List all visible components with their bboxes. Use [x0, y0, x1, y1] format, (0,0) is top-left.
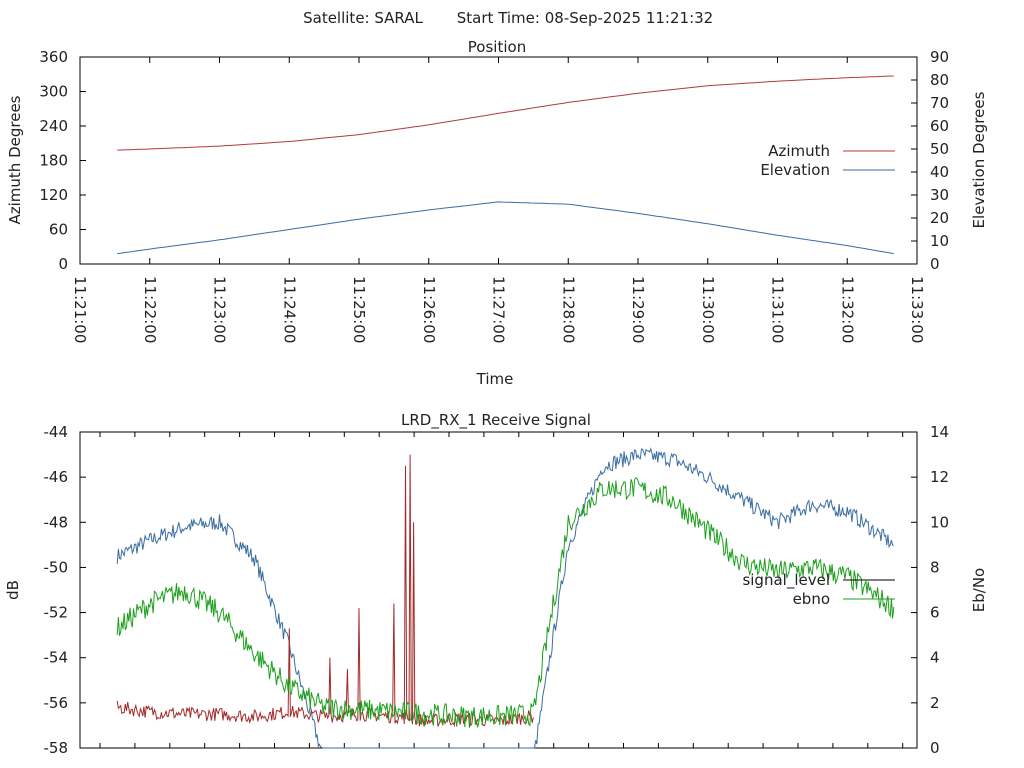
time-tick-label: 11:28:00 [559, 276, 577, 343]
azimuth-tick-label: 300 [39, 83, 68, 101]
elevation-tick-label: 90 [930, 48, 949, 66]
satellite-name: Satellite: SARAL [303, 9, 423, 27]
elevation-tick-label: 0 [930, 255, 940, 273]
time-tick-label: 11:26:00 [420, 276, 438, 343]
ebno-tick-label: 2 [930, 694, 940, 712]
ebno-tick-label: 12 [930, 468, 949, 486]
azimuth-axis-label: Azimuth Degrees [6, 95, 24, 224]
elevation-axis-label: Elevation Degrees [970, 91, 988, 228]
elevation-tick-label: 70 [930, 94, 949, 112]
azimuth-tick-label: 240 [39, 117, 68, 135]
position-chart: Position Azimuth Degrees Elevation Degre… [6, 38, 988, 388]
receive-signal-title: LRD_RX_1 Receive Signal [401, 411, 591, 430]
db-tick-label: -58 [44, 739, 69, 757]
azimuth-tick-label: 360 [39, 48, 68, 66]
azimuth-series-line [117, 75, 894, 151]
elevation-tick-label: 30 [930, 186, 949, 204]
time-tick-label: 11:30:00 [699, 276, 717, 343]
db-tick-label: -44 [44, 423, 69, 441]
time-axis-label: Time [476, 370, 514, 388]
azimuth-tick-label: 0 [58, 255, 68, 273]
ebno-tick-label: 0 [930, 739, 940, 757]
ebno-axis-label: Eb/No [970, 568, 988, 612]
ebno-tick-label: 14 [930, 423, 949, 441]
legend-label-ebno: ebno [793, 590, 830, 608]
time-tick-label: 11:25:00 [350, 276, 368, 343]
time-tick-label: 11:33:00 [908, 276, 926, 343]
time-tick-label: 11:22:00 [141, 276, 159, 343]
db-tick-label: -52 [44, 604, 69, 622]
ebno-tick-label: 6 [930, 604, 940, 622]
db-tick-label: -50 [44, 558, 69, 576]
time-tick-label: 11:29:00 [629, 276, 647, 343]
azimuth-tick-label: 180 [39, 152, 68, 170]
receive-signal-legend: signal_level ebno [742, 571, 895, 608]
elevation-tick-label: 20 [930, 209, 949, 227]
time-tick-label: 11:24:00 [280, 276, 298, 343]
ebno-tick-label: 10 [930, 513, 949, 531]
legend-label-signal-level: signal_level [742, 571, 830, 590]
elevation-tick-label: 60 [930, 117, 949, 135]
time-tick-label: 11:32:00 [838, 276, 856, 343]
time-tick-label: 11:31:00 [769, 276, 787, 343]
db-tick-label: -46 [44, 468, 69, 486]
db-tick-label: -56 [44, 694, 69, 712]
elevation-tick-label: 10 [930, 232, 949, 250]
legend-label-elevation: Elevation [760, 161, 830, 179]
azimuth-tick-label: 120 [39, 186, 68, 204]
signal-level-series-line [116, 447, 894, 749]
time-tick-label: 11:21:00 [71, 276, 89, 343]
position-legend: Azimuth Elevation [760, 142, 895, 179]
ebno-tick-label: 4 [930, 649, 940, 667]
azimuth-tick-label: 60 [49, 221, 68, 239]
db-axis-label: dB [4, 580, 22, 600]
elevation-series-line [117, 201, 894, 255]
ebno-tick-label: 8 [930, 558, 940, 576]
time-tick-label: 11:27:00 [490, 276, 508, 343]
start-time: Start Time: 08-Sep-2025 11:21:32 [457, 9, 713, 27]
time-tick-label: 11:23:00 [211, 276, 229, 343]
position-title: Position [468, 38, 526, 56]
legend-label-azimuth: Azimuth [768, 142, 830, 160]
db-tick-label: -48 [44, 513, 69, 531]
db-tick-label: -54 [44, 649, 69, 667]
receive-signal-plot-frame [79, 431, 918, 749]
ebno-series-line [116, 477, 895, 728]
elevation-tick-label: 40 [930, 163, 949, 181]
elevation-tick-label: 50 [930, 140, 949, 158]
receive-signal-chart: LRD_RX_1 Receive Signal dB Eb/No -44 -46 -… [4, 411, 988, 757]
elevation-tick-label: 80 [930, 71, 949, 89]
